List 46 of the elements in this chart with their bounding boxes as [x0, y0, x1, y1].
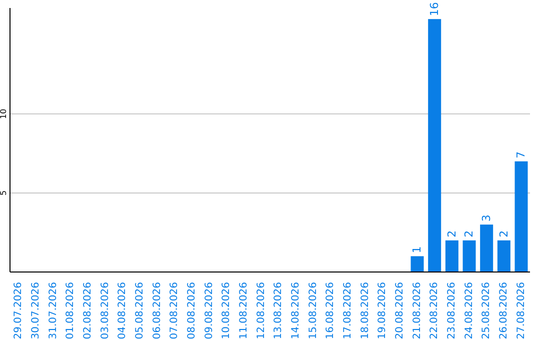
- x-tick-label: 06.08.2026: [152, 282, 163, 340]
- bar: [497, 240, 510, 272]
- x-tick-label: 23.08.2026: [446, 282, 458, 340]
- bar: [514, 161, 528, 272]
- y-tick-label: 10: [0, 108, 8, 120]
- x-tick-label: 02.08.2026: [82, 282, 94, 340]
- x-tick-label: 27.08.2026: [516, 282, 527, 340]
- x-tick-label: 07.08.2026: [169, 282, 180, 340]
- x-tick-label: 31.07.2026: [48, 282, 59, 340]
- x-tick-label: 12.08.2026: [256, 282, 267, 340]
- x-tick-label: 10.08.2026: [221, 282, 232, 340]
- x-tick-label: 13.08.2026: [273, 282, 284, 340]
- x-tick-label: 05.08.2026: [134, 282, 146, 340]
- x-tick-label: 29.07.2026: [13, 282, 24, 340]
- data-label: 2: [462, 230, 476, 238]
- bar: [410, 256, 424, 272]
- x-tick-label: 18.08.2026: [360, 282, 371, 340]
- x-tick-label: 24.08.2026: [464, 282, 475, 340]
- bar: [428, 19, 442, 272]
- x-tick-label: 22.08.2026: [429, 282, 440, 340]
- x-tick-label: 08.08.2026: [186, 282, 198, 340]
- data-label: 2: [497, 230, 510, 238]
- data-label: 2: [445, 230, 458, 238]
- bar: [462, 240, 476, 272]
- data-label: 1: [410, 246, 424, 254]
- x-tick-label: 26.08.2026: [498, 282, 510, 340]
- x-tick-label: 21.08.2026: [412, 282, 423, 340]
- x-tick-label: 04.08.2026: [117, 282, 128, 340]
- bar: [480, 224, 494, 272]
- x-tick-label: 17.08.2026: [342, 282, 354, 340]
- x-tick-label: 01.08.2026: [65, 282, 76, 340]
- x-tick-label: 20.08.2026: [394, 282, 406, 340]
- data-label: 16: [428, 2, 442, 16]
- x-tick-label: 16.08.2026: [325, 282, 336, 340]
- x-tick-label: 11.08.2026: [238, 282, 250, 340]
- data-label: 3: [480, 214, 494, 222]
- x-tick-label: 15.08.2026: [308, 282, 319, 340]
- bar: [445, 240, 458, 272]
- y-tick-label: 5: [0, 190, 8, 196]
- x-tick-label: 14.08.2026: [290, 282, 302, 340]
- x-tick-label: 25.08.2026: [481, 282, 492, 340]
- x-tick-label: 03.08.2026: [100, 282, 111, 340]
- x-tick-label: 30.07.2026: [30, 282, 42, 340]
- x-tick-label: 19.08.2026: [377, 282, 388, 340]
- x-tick-label: 09.08.2026: [204, 282, 215, 340]
- data-label: 7: [514, 151, 528, 158]
